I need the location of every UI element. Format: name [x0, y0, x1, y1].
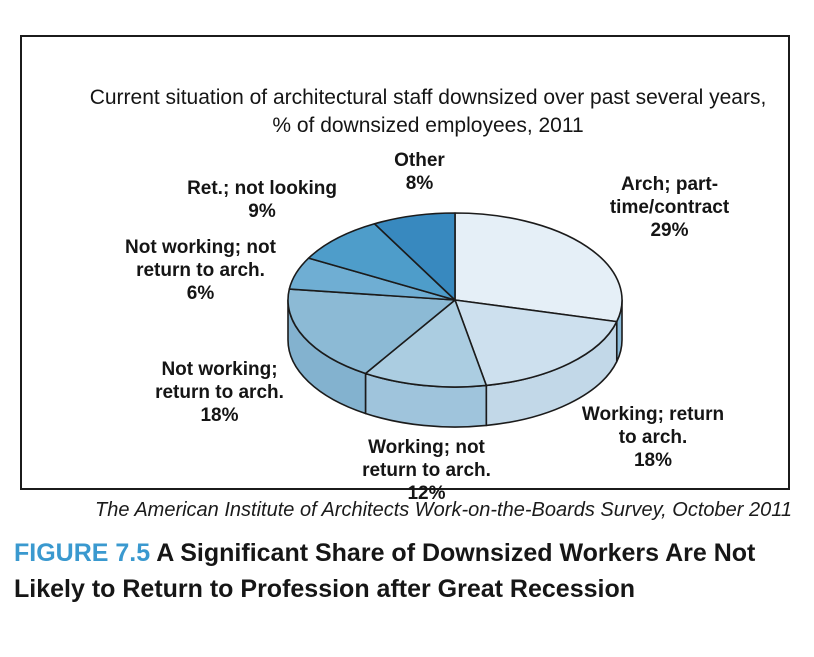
slice-label-text: Arch; part- time/contract — [609, 174, 730, 219]
figure-caption-text: A Significant Share of Downsized Workers… — [14, 539, 756, 603]
slice-label-not-working-return: Not working; return to arch. 18% — [132, 358, 307, 428]
slice-percent: 12% — [407, 483, 446, 505]
slice-label-text: Not working; return to arch. — [155, 359, 284, 404]
chart-panel: Current situation of architectural staff… — [20, 35, 790, 504]
slice-percent: 29% — [650, 220, 689, 242]
figure-number: FIGURE 7.5 — [14, 539, 151, 567]
slice-label-text: Other — [394, 150, 445, 171]
slice-label-retired-not-looking: Ret.; not looking 9% — [168, 177, 356, 223]
slice-label-other: Other 8% — [372, 149, 467, 195]
slice-label-working-return: Working; return to arch. 18% — [562, 403, 744, 473]
figure-page: Current situation of architectural staff… — [14, 35, 806, 607]
slice-percent: 18% — [633, 450, 673, 472]
slice-label-text: Working; not return to arch. — [362, 437, 491, 482]
chart-title: Current situation of architectural staff… — [89, 86, 767, 138]
pie-chart — [287, 212, 623, 428]
slice-percent: 6% — [186, 283, 215, 305]
slice-percent: 8% — [405, 173, 434, 195]
slice-label-text: Working; return to arch. — [581, 404, 725, 449]
slice-label-arch-part-time: Arch; part- time/contract 29% — [582, 173, 757, 243]
figure-caption: FIGURE 7.5 A Significant Share of Downsi… — [14, 536, 806, 607]
slice-label-working-not-return: Working; not return to arch. 12% — [344, 436, 509, 506]
slice-label-text: Ret.; not looking — [187, 178, 337, 199]
slice-label-not-working-not-return: Not working; not return to arch. 6% — [108, 236, 293, 306]
slice-label-text: Not working; not return to arch. — [125, 237, 276, 282]
source-text: The American Institute of Architects Wor… — [95, 499, 792, 521]
slice-percent: 9% — [248, 201, 276, 223]
slice-percent: 18% — [200, 405, 239, 427]
